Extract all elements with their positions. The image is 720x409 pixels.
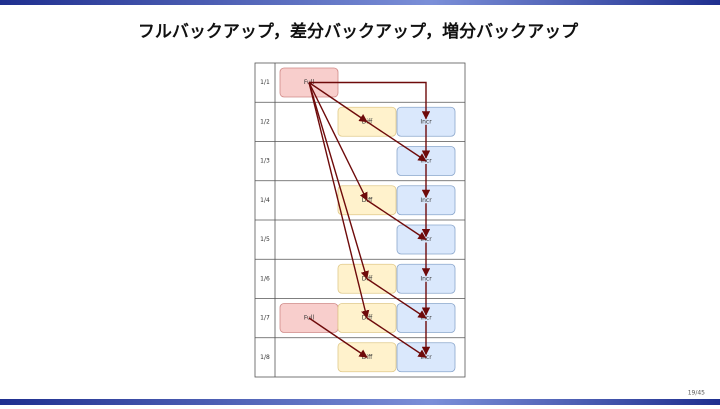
row-label: 1/2 bbox=[260, 118, 270, 125]
arrow bbox=[366, 278, 427, 319]
backup-label: Incr bbox=[420, 118, 432, 125]
row-label: 1/4 bbox=[260, 197, 270, 204]
arrow bbox=[308, 82, 369, 280]
arrow bbox=[308, 82, 368, 202]
row-label: 1/1 bbox=[260, 79, 270, 86]
arrow bbox=[366, 317, 427, 358]
arrow bbox=[308, 82, 370, 319]
row-label: 1/8 bbox=[260, 354, 270, 361]
bottom-bar bbox=[0, 399, 720, 405]
arrow bbox=[366, 121, 427, 162]
arrow bbox=[308, 317, 368, 358]
row-label: 1/7 bbox=[260, 315, 270, 322]
backup-label: Incr bbox=[420, 275, 432, 282]
page-number: 19/45 bbox=[688, 390, 705, 397]
backup-label: Incr bbox=[420, 197, 432, 204]
row-label: 1/6 bbox=[260, 275, 270, 282]
row-label: 1/3 bbox=[260, 158, 270, 165]
row-label: 1/5 bbox=[260, 236, 270, 243]
top-bar bbox=[0, 0, 720, 5]
slide-title: フルバックアップ，差分バックアップ，増分バックアップ bbox=[138, 21, 579, 42]
arrow bbox=[308, 81, 368, 123]
arrow bbox=[366, 199, 427, 241]
arrow bbox=[309, 81, 431, 120]
